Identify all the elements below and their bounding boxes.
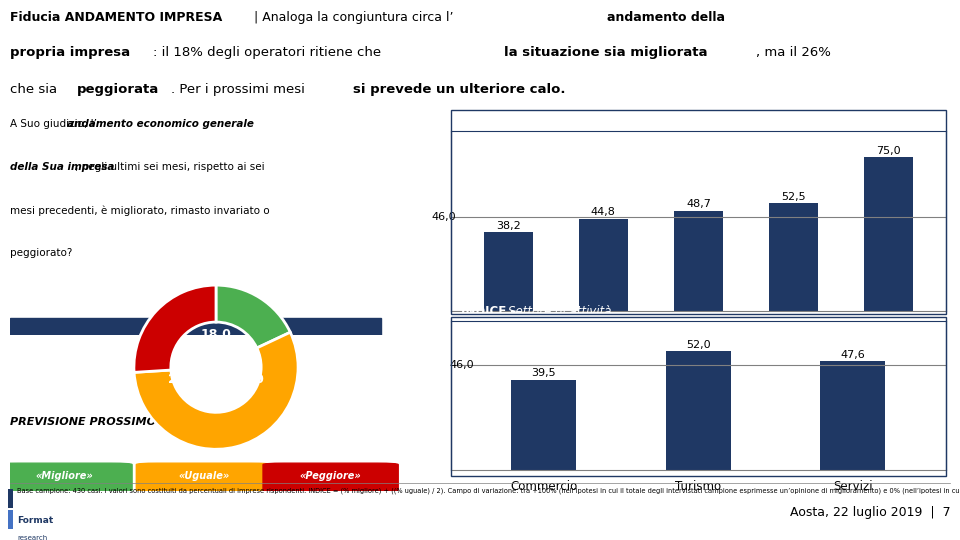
Text: . Per i prossimi mesi: . Per i prossimi mesi: [172, 83, 309, 96]
Text: 75,0: 75,0: [876, 146, 900, 156]
Text: che sia: che sia: [10, 83, 61, 96]
Text: Aosta, 22 luglio 2019  |  7: Aosta, 22 luglio 2019 | 7: [790, 505, 950, 518]
Text: 46,0: 46,0: [449, 360, 474, 370]
Text: PREVISIONE PROSSIMO SEMESTRE:  45,1: PREVISIONE PROSSIMO SEMESTRE: 45,1: [10, 417, 266, 427]
Text: «Peggiore»: «Peggiore»: [300, 471, 362, 481]
Text: , negli ultimi sei mesi, rispetto ai sei: , negli ultimi sei mesi, rispetto ai sei: [75, 162, 265, 172]
Text: 52,0: 52,0: [686, 340, 710, 350]
Text: research: research: [17, 535, 48, 540]
Text: la situazione sia migliorata: la situazione sia migliorata: [504, 46, 707, 59]
Text: Fiducia ANDAMENTO IMPRESA: Fiducia ANDAMENTO IMPRESA: [10, 11, 222, 24]
Text: INDICE: 46,0: INDICE: 46,0: [127, 347, 264, 366]
Text: andamento economico generale: andamento economico generale: [66, 119, 253, 129]
FancyBboxPatch shape: [0, 463, 132, 491]
Bar: [674, 211, 723, 310]
Text: : il 18% degli operatori ritiene che: : il 18% degli operatori ritiene che: [153, 46, 385, 59]
Text: INDICE –: INDICE –: [461, 305, 520, 318]
Bar: [769, 203, 818, 310]
Wedge shape: [216, 285, 290, 348]
Text: 46,0: 46,0: [431, 212, 456, 221]
Text: , ma il 26%: , ma il 26%: [756, 46, 830, 59]
Wedge shape: [134, 285, 216, 373]
Text: peggiorata: peggiorata: [78, 83, 159, 96]
Text: «Uguale»: «Uguale»: [179, 471, 229, 481]
FancyBboxPatch shape: [8, 489, 13, 508]
Text: | Analoga la congiuntura circa l’: | Analoga la congiuntura circa l’: [250, 11, 453, 24]
Text: INDICE = (% MIGLIORE) + ((% UGUALE) / 2): INDICE = (% MIGLIORE) + ((% UGUALE) / 2): [104, 382, 287, 391]
Text: propria impresa: propria impresa: [10, 46, 130, 59]
Text: 39,5: 39,5: [532, 368, 556, 379]
Text: Classe di addetti: Classe di addetti: [508, 114, 607, 127]
Text: INDICE –: INDICE –: [461, 114, 520, 127]
Bar: [512, 380, 576, 470]
Bar: [484, 232, 533, 310]
Text: 48,7: 48,7: [686, 199, 710, 210]
Text: A Suo giudizio, l’: A Suo giudizio, l’: [10, 119, 97, 129]
Text: peggiorato?: peggiorato?: [10, 248, 72, 259]
Bar: [821, 361, 885, 470]
Text: mesi precedenti, è migliorato, rimasto invariato o: mesi precedenti, è migliorato, rimasto i…: [10, 205, 269, 215]
Text: della Sua impresa: della Sua impresa: [10, 162, 114, 172]
Bar: [579, 219, 628, 310]
Text: «Migliore»: «Migliore»: [36, 471, 93, 481]
Text: Format: Format: [17, 516, 54, 525]
Text: Settore di attività: Settore di attività: [508, 305, 612, 318]
Text: si prevede un ulteriore calo.: si prevede un ulteriore calo.: [353, 83, 565, 96]
FancyBboxPatch shape: [8, 510, 13, 529]
Text: 26,0: 26,0: [168, 373, 199, 386]
FancyBboxPatch shape: [136, 463, 272, 491]
Bar: [666, 351, 731, 470]
Text: 38,2: 38,2: [496, 221, 520, 231]
Text: 52,5: 52,5: [781, 192, 805, 201]
Text: 56,0: 56,0: [233, 373, 264, 386]
FancyBboxPatch shape: [10, 318, 381, 400]
Wedge shape: [134, 332, 299, 449]
Text: 44,8: 44,8: [591, 207, 615, 217]
Text: 18,0: 18,0: [201, 328, 231, 341]
Bar: [864, 157, 913, 310]
Text: andamento della: andamento della: [607, 11, 725, 24]
FancyBboxPatch shape: [263, 463, 398, 491]
Text: 47,6: 47,6: [841, 350, 865, 360]
Text: Base campione: 430 casi. I valori sono costituiti da percentuali di imprese risp: Base campione: 430 casi. I valori sono c…: [17, 487, 960, 494]
